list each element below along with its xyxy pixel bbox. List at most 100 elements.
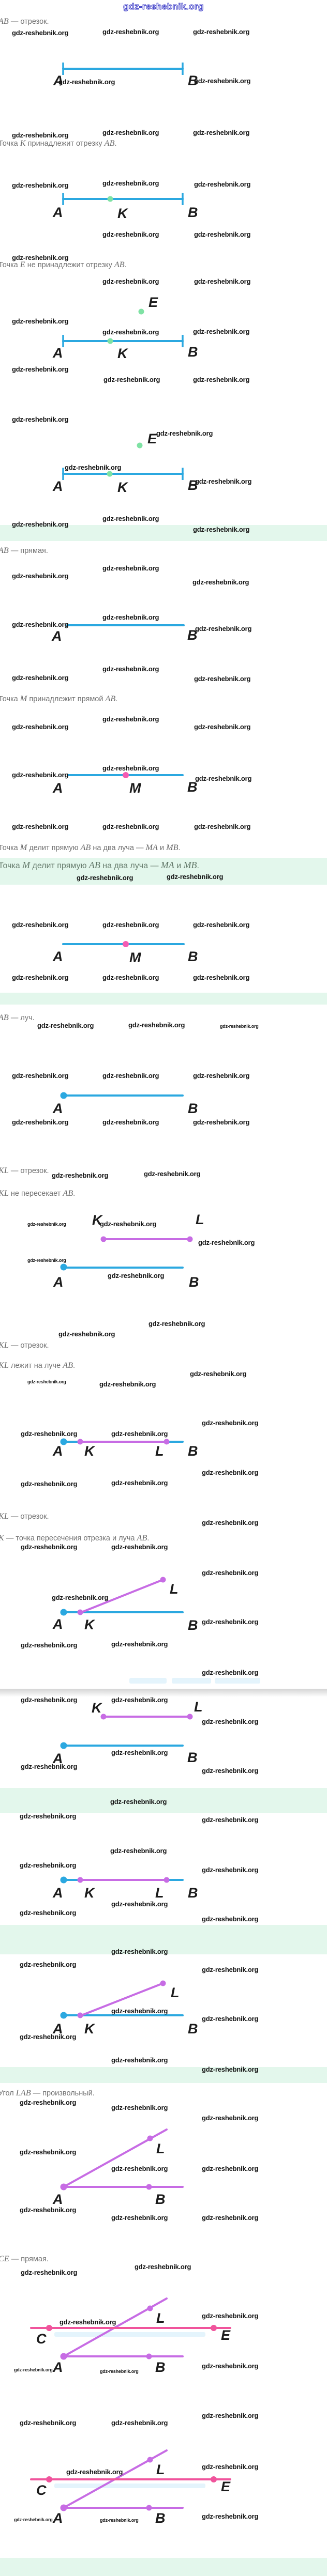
point-label-B: B — [188, 1885, 198, 1901]
statement-text: . — [197, 861, 199, 870]
statement-text: — отрезок. — [8, 1513, 49, 1521]
highlight-smudge — [54, 2484, 205, 2488]
math-term: AB — [0, 17, 9, 26]
watermark: gdz-reshebnik.org — [102, 515, 159, 522]
math-term: K — [0, 1533, 4, 1542]
watermark: gdz-reshebnik.org — [202, 1767, 259, 1775]
watermark: gdz-reshebnik.org — [58, 1330, 115, 1338]
highlight-smudge — [129, 1678, 167, 1684]
point-dot — [160, 1980, 166, 1986]
watermark: gdz-reshebnik.org — [20, 2419, 77, 2427]
watermark: gdz-reshebnik.org — [20, 2148, 77, 2156]
statement-text: . — [124, 261, 127, 269]
point-dot — [77, 1439, 83, 1445]
watermark: gdz-reshebnik.org — [202, 2114, 259, 2122]
statement-text: — прямая. — [9, 2255, 49, 2263]
point-label-B: B — [188, 2021, 198, 2037]
point-label-L: L — [155, 1885, 164, 1901]
watermark: gdz-reshebnik.org — [102, 921, 159, 929]
watermark: gdz-reshebnik.org — [193, 526, 250, 533]
statement: K — точка пересечения отрезка и луча AB. — [0, 1533, 149, 1543]
watermark: gdz-reshebnik.org — [108, 1272, 165, 1279]
point-label-M: M — [129, 780, 141, 796]
watermark: gdz-reshebnik.org — [193, 28, 250, 36]
watermark: gdz-reshebnik.org — [102, 1118, 159, 1126]
watermark: gdz-reshebnik.org — [192, 578, 249, 586]
watermark: gdz-reshebnik.org — [66, 2468, 123, 2476]
watermark: gdz-reshebnik.org — [102, 823, 159, 830]
watermark: gdz-reshebnik.org — [202, 1866, 259, 1874]
highlight-band — [0, 2067, 327, 2083]
statement: KL не пересекает AB. — [0, 1189, 75, 1198]
statement-text: Точка — [0, 695, 20, 703]
point-dot — [60, 1876, 67, 1884]
math-term: KL — [0, 1511, 9, 1521]
math-term: K — [20, 138, 26, 148]
math-term: M — [22, 860, 31, 870]
watermark: gdz-reshebnik.org — [193, 1118, 250, 1126]
math-term: AB — [114, 260, 125, 269]
watermark: gdz-reshebnik.org — [128, 1021, 185, 1029]
watermark: gdz-reshebnik.org — [202, 2015, 259, 2023]
watermark: gdz-reshebnik.org — [102, 328, 159, 336]
point-label-A: A — [53, 73, 64, 88]
math-term: AB — [105, 694, 116, 703]
point-dot — [60, 2183, 67, 2191]
point-dot — [187, 1714, 193, 1720]
watermark: gdz-reshebnik.org — [99, 1380, 156, 1388]
math-term: AB — [0, 1013, 9, 1022]
point-label-A: A — [52, 628, 62, 644]
point-dot — [60, 1609, 67, 1616]
watermark: gdz-reshebnik.org — [58, 78, 115, 86]
watermark: gdz-reshebnik.org — [202, 1718, 259, 1725]
statement-text: Точка — [0, 261, 20, 269]
watermark: gdz-reshebnik.org — [190, 1370, 247, 1378]
watermark: gdz-reshebnik.org — [102, 974, 159, 981]
watermark: gdz-reshebnik.org — [195, 625, 252, 633]
statement-text: — отрезок. — [8, 1341, 49, 1350]
point-label-L: L — [171, 1985, 180, 2000]
point-dot — [77, 1877, 83, 1883]
watermark: gdz-reshebnik.org — [194, 180, 251, 188]
highlight-band — [0, 1788, 327, 1813]
math-term: AB — [88, 860, 100, 870]
statement: KL — отрезок. — [0, 1340, 49, 1350]
watermark: gdz-reshebnik.org — [202, 1419, 259, 1427]
purple-line — [79, 1982, 164, 2017]
statement: AB — отрезок. — [0, 17, 49, 26]
watermark: gdz-reshebnik.org — [202, 2512, 259, 2520]
watermark: gdz-reshebnik.org — [202, 2312, 259, 2320]
watermark: gdz-reshebnik.org — [111, 2419, 168, 2427]
math-term: MB — [183, 860, 197, 870]
watermark: gdz-reshebnik.org — [102, 277, 159, 285]
math-term: KL — [0, 1361, 9, 1370]
watermark: gdz-reshebnik.org — [20, 2099, 77, 2106]
math-term: AB — [137, 1533, 147, 1542]
math-term: KL — [0, 1166, 9, 1175]
statement-text: принадлежит прямой — [27, 695, 106, 703]
point-label-B: B — [187, 1750, 198, 1765]
statement: Точка E не принадлежит отрезку AB. — [0, 260, 127, 270]
point-label-A: A — [53, 1885, 63, 1901]
statement-text: — произвольный. — [31, 2089, 95, 2097]
highlight-band — [0, 525, 327, 541]
math-term: M — [20, 843, 27, 852]
point-label-B: B — [155, 2359, 166, 2375]
point-dot — [147, 2457, 153, 2463]
watermark: gdz-reshebnik.org — [193, 1072, 250, 1079]
math-term: AB — [63, 1189, 73, 1198]
watermark: gdz-reshebnik.org — [111, 1948, 168, 1955]
math-term: MB — [166, 843, 179, 852]
point-dot — [60, 1438, 67, 1445]
watermark: gdz-reshebnik.org — [202, 1816, 259, 1824]
watermark: gdz-reshebnik.org — [111, 2214, 168, 2222]
watermark: gdz-reshebnik.org — [20, 1861, 77, 1869]
point-label-B: B — [188, 477, 198, 493]
statement: KL — отрезок. — [0, 1166, 49, 1176]
block-divider-shadow — [0, 1689, 327, 1697]
math-term: MA — [160, 860, 174, 870]
point-label-A: A — [53, 780, 63, 796]
statement-text: на два луча — — [100, 861, 161, 870]
point-label-E: E — [221, 2327, 231, 2343]
